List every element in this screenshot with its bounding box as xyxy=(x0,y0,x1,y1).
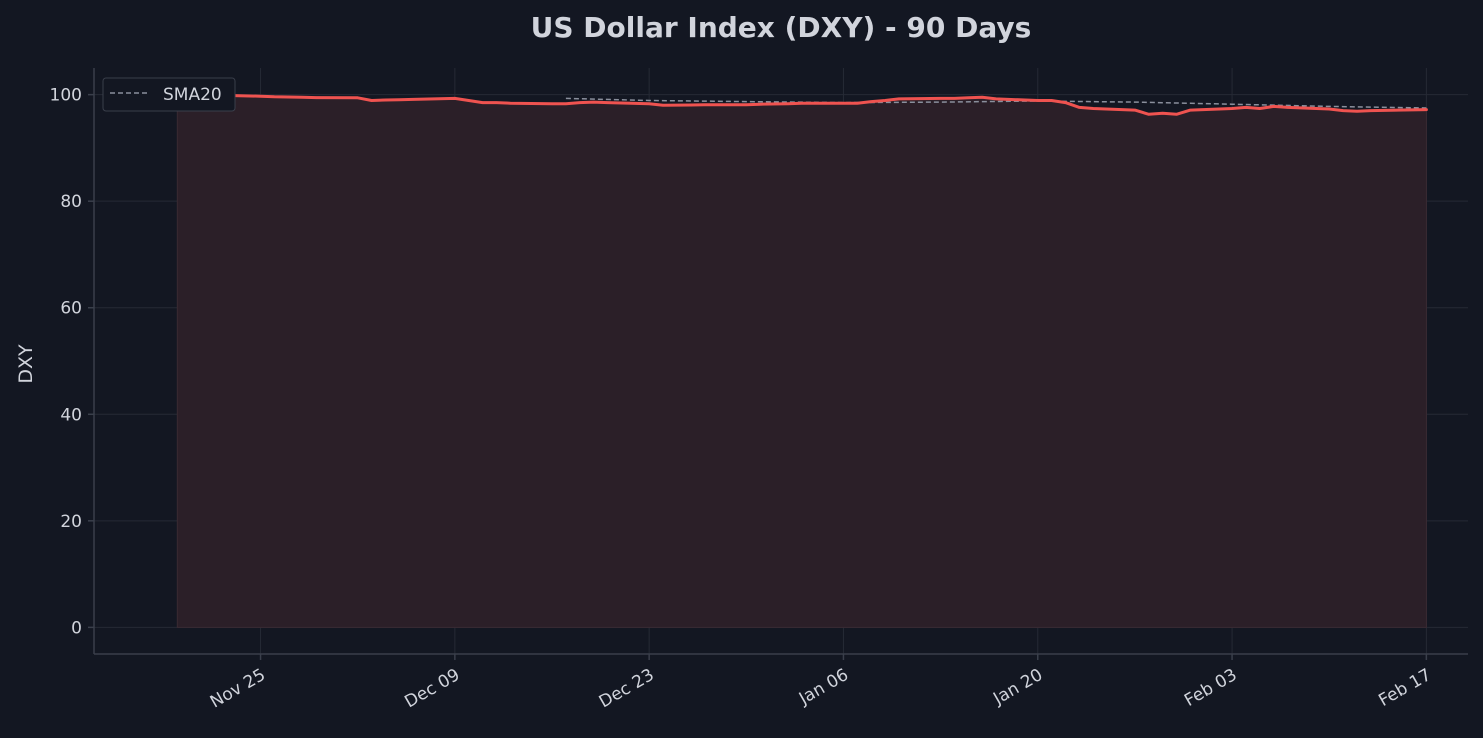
x-tick-label: Jan 20 xyxy=(989,665,1046,709)
x-tick-label: Dec 09 xyxy=(401,665,463,712)
price-area-fill xyxy=(176,93,1427,628)
dxy-price-line xyxy=(175,92,1428,116)
y-tick-label: 0 xyxy=(71,618,82,638)
x-tick-label: Dec 23 xyxy=(596,665,658,712)
chart-title: US Dollar Index (DXY) - 90 Days xyxy=(531,11,1032,44)
sma20-line xyxy=(565,97,1427,109)
x-tick-label: Feb 17 xyxy=(1375,665,1434,711)
y-tick-label: 80 xyxy=(60,192,82,212)
x-tick-label: Feb 03 xyxy=(1181,665,1240,711)
y-tick-label: 40 xyxy=(60,405,82,425)
y-axis-label: DXY xyxy=(15,344,37,384)
x-ticks: Nov 25 Dec 09 Dec 23 Jan 06 Jan 20 Feb 03 Feb … xyxy=(207,654,1435,712)
legend-sma20-label: SMA20 xyxy=(163,85,222,105)
legend: SMA20 xyxy=(102,77,236,112)
legend-box xyxy=(102,77,236,112)
x-tick-label: Nov 25 xyxy=(207,665,269,712)
y-ticks: 0 20 40 60 80 100 xyxy=(50,86,94,638)
y-tick-label: 100 xyxy=(50,86,82,106)
y-tick-label: 60 xyxy=(60,299,82,319)
axes xyxy=(93,68,1468,655)
x-tick-label: Jan 06 xyxy=(795,665,852,709)
y-tick-label: 20 xyxy=(60,512,82,532)
